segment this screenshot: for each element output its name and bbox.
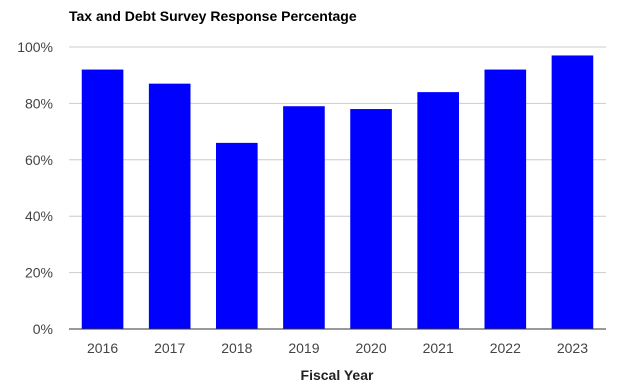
y-tick-label: 20%	[25, 265, 53, 281]
y-tick-label: 60%	[25, 152, 53, 168]
x-tick-label: 2016	[87, 340, 118, 356]
x-axis-title: Fiscal Year	[301, 367, 374, 383]
x-tick-label: 2022	[490, 340, 521, 356]
y-tick-label: 40%	[25, 208, 53, 224]
x-tick-label: 2017	[154, 340, 185, 356]
x-tick-label: 2019	[288, 340, 319, 356]
y-tick-label: 0%	[33, 321, 53, 337]
y-tick-label: 80%	[25, 95, 53, 111]
bar-2022	[484, 69, 527, 329]
bar-2018	[216, 142, 258, 329]
x-axis-ticks: 2016 2017 2018 2019 2020 2021 2022 2023	[87, 340, 588, 356]
x-tick-label: 2021	[423, 340, 454, 356]
x-tick-label: 2018	[221, 340, 252, 356]
chart-title: Tax and Debt Survey Response Percentage	[69, 8, 357, 24]
bar-2020	[350, 109, 392, 329]
bar-2016	[81, 69, 124, 329]
bar-2019	[283, 106, 325, 329]
x-tick-label: 2020	[355, 340, 386, 356]
y-axis-ticks: 0% 20% 40% 60% 80% 100%	[17, 39, 53, 337]
x-tick-label: 2023	[557, 340, 588, 356]
bar-2017	[148, 83, 191, 329]
bar-2021	[417, 92, 459, 330]
bar-2023	[551, 55, 594, 330]
y-tick-label: 100%	[17, 39, 53, 55]
bars	[81, 55, 594, 330]
